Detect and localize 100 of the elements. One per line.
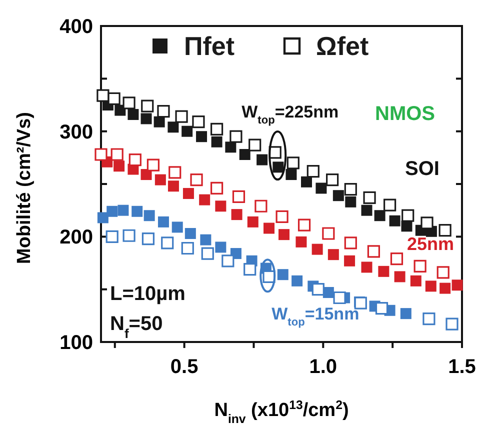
point <box>181 242 194 255</box>
point <box>231 209 242 220</box>
point <box>244 263 256 276</box>
annotation: W$_{top}$=15nm <box>272 304 360 329</box>
point <box>410 275 422 286</box>
point <box>414 260 426 272</box>
point <box>254 200 268 212</box>
point <box>158 216 169 228</box>
point <box>157 105 170 118</box>
point <box>446 318 458 330</box>
point <box>326 173 339 186</box>
point <box>97 212 108 224</box>
point <box>114 104 126 116</box>
point <box>222 254 234 268</box>
point <box>277 269 288 280</box>
point <box>210 122 224 136</box>
point <box>422 312 436 326</box>
legend-label: Πfet <box>184 31 235 61</box>
y-axis-title: Mobilité (cm²/Vs) <box>14 112 35 264</box>
point <box>332 190 344 202</box>
point <box>239 149 250 160</box>
x-tick-label: 1.0 <box>309 356 338 378</box>
point <box>361 204 372 216</box>
point <box>122 229 136 242</box>
point <box>144 210 155 222</box>
point <box>333 291 346 304</box>
point <box>286 169 297 180</box>
annotation: L=10µm <box>110 283 186 305</box>
point <box>210 182 224 195</box>
point <box>215 242 226 253</box>
point <box>438 224 452 237</box>
point <box>192 116 205 128</box>
point <box>384 198 396 212</box>
point <box>114 160 125 172</box>
point <box>154 116 165 128</box>
point <box>128 108 139 120</box>
point <box>374 210 386 222</box>
point <box>425 280 436 292</box>
point <box>175 110 188 123</box>
point <box>344 182 357 196</box>
point <box>394 271 406 282</box>
point <box>296 236 307 248</box>
point <box>215 200 226 212</box>
point <box>161 236 174 250</box>
point <box>312 244 323 255</box>
point <box>389 215 400 226</box>
y-tick-label: 100 <box>60 332 93 354</box>
point <box>328 249 339 260</box>
point <box>190 173 203 186</box>
point <box>306 165 320 178</box>
point <box>182 188 194 199</box>
annotation: NMOS <box>375 103 435 125</box>
point <box>232 190 246 203</box>
point <box>154 174 166 186</box>
point <box>316 182 327 194</box>
point <box>420 216 434 230</box>
point <box>118 204 129 216</box>
point <box>110 148 124 161</box>
point <box>108 92 120 105</box>
point <box>322 227 335 240</box>
point <box>402 209 414 222</box>
point <box>298 218 311 232</box>
point <box>390 252 404 266</box>
point <box>168 166 182 179</box>
annotation: N$_{f}$=50 <box>110 313 163 340</box>
point <box>184 228 196 240</box>
point <box>94 148 108 161</box>
point <box>312 283 324 296</box>
point <box>200 234 212 246</box>
point <box>300 176 312 188</box>
point <box>400 308 412 320</box>
point <box>286 156 300 170</box>
point <box>146 158 160 172</box>
point <box>230 130 242 143</box>
annotation: W$_{top}$=225nm <box>242 102 339 127</box>
point <box>264 222 275 234</box>
point <box>168 122 179 133</box>
point <box>128 153 142 166</box>
legend-label: Ωfet <box>316 31 369 61</box>
point <box>196 131 208 142</box>
point <box>225 142 236 153</box>
point <box>363 191 376 204</box>
point <box>141 100 154 112</box>
y-tick-label: 300 <box>60 121 93 144</box>
point <box>272 162 284 173</box>
point <box>344 236 357 250</box>
point <box>378 266 390 277</box>
point <box>256 154 268 166</box>
point <box>247 216 258 228</box>
x-tick-label: 0.5 <box>170 356 198 378</box>
point <box>140 113 152 124</box>
point <box>132 206 143 217</box>
y-tick-label: 200 <box>60 226 93 249</box>
point <box>361 262 372 273</box>
point <box>201 247 214 260</box>
annotation: SOI <box>405 158 440 180</box>
annotation: 25nm <box>407 234 454 254</box>
point <box>106 206 118 217</box>
point <box>344 255 356 266</box>
point <box>122 96 136 110</box>
